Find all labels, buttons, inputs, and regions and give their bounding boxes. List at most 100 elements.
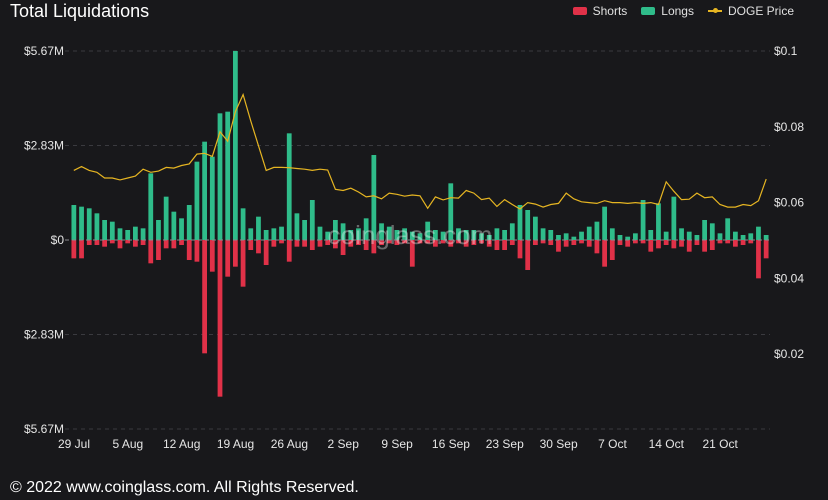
long-bar (209, 156, 215, 240)
short-bar (617, 240, 623, 245)
long-bar (440, 231, 446, 240)
long-bar (702, 220, 707, 240)
long-bar (86, 208, 92, 240)
short-bar (609, 240, 615, 260)
long-bar (509, 223, 515, 240)
short-bar (156, 240, 161, 260)
long-bar (156, 220, 161, 240)
short-bar (109, 240, 115, 244)
short-bar (371, 240, 377, 254)
short-bar (333, 240, 338, 249)
long-bar (348, 230, 354, 240)
long-bar (271, 228, 277, 240)
long-bar (717, 233, 723, 240)
x-tick-label: 2 Sep (328, 437, 360, 451)
long-bar (233, 51, 238, 240)
long-bar (648, 230, 654, 240)
price-line (73, 92, 767, 210)
x-tick-label: 19 Aug (217, 437, 254, 451)
short-bar (202, 240, 207, 354)
x-tick-label: 14 Oct (649, 437, 685, 451)
y-right-tick-label: $0.04 (774, 271, 804, 285)
long-bar (356, 228, 361, 240)
short-bar (209, 240, 215, 272)
long-bar (540, 228, 546, 240)
long-bar (140, 228, 146, 240)
long-bar (686, 231, 692, 240)
y-right-tick-label: $0.02 (774, 347, 804, 361)
short-bar (409, 240, 415, 267)
y-left-tick-label: $2.83M (24, 139, 64, 153)
long-bar (525, 210, 531, 240)
long-bar (317, 226, 323, 240)
short-bar (425, 240, 431, 244)
short-bar (648, 240, 654, 252)
long-bar (256, 216, 261, 240)
short-bar (556, 240, 561, 252)
short-bar (217, 240, 223, 397)
short-bar (286, 240, 292, 262)
y-right-tick-label: $0.1 (774, 44, 798, 58)
long-bar (133, 226, 138, 240)
short-bar (302, 240, 307, 247)
watermark: coinglass.com (328, 220, 493, 250)
short-bar (79, 240, 84, 259)
long-bar (456, 228, 461, 240)
x-tick-label: 23 Sep (486, 437, 524, 451)
long-bar (594, 221, 600, 240)
long-bar (640, 200, 646, 240)
short-bar (525, 240, 531, 270)
long-bar (263, 230, 269, 240)
long-bar (756, 226, 761, 240)
long-bar (448, 183, 454, 240)
long-bar (171, 211, 177, 240)
short-bar (102, 240, 107, 247)
long-bar (433, 230, 438, 240)
short-bar (240, 240, 246, 287)
long-bar (279, 226, 284, 240)
x-tick-label: 9 Sep (381, 437, 413, 451)
long-bar (625, 236, 631, 240)
short-bar (402, 240, 407, 244)
shorts-swatch (572, 7, 587, 15)
y-left-tick-label: $0 (51, 233, 65, 247)
long-bar (371, 155, 377, 240)
long-bar (602, 206, 607, 240)
short-bar (471, 240, 477, 245)
short-bar (317, 240, 323, 247)
short-bar (325, 240, 331, 245)
long-bar (463, 230, 469, 240)
y-left-tick-label: $5.67M (24, 44, 64, 58)
long-bar (579, 231, 584, 240)
short-bar (709, 240, 715, 250)
short-bar (117, 240, 123, 249)
y-right-tick-label: $0.08 (774, 120, 804, 134)
long-bar (733, 231, 738, 240)
short-bar (271, 240, 277, 247)
short-bar (163, 240, 169, 249)
short-bar (625, 240, 631, 247)
short-bar (448, 240, 454, 247)
long-bar (240, 208, 246, 240)
short-bar (379, 240, 384, 245)
long-bar (340, 223, 346, 240)
y-left-tick-label: $2.83M (24, 328, 64, 342)
legend-item-longs[interactable]: Longs (641, 4, 694, 18)
short-bar (440, 240, 446, 244)
long-bar (656, 203, 661, 240)
long-bar (294, 213, 300, 240)
price-swatch (707, 8, 722, 13)
short-bar (486, 240, 492, 247)
legend-item-price[interactable]: DOGE Price (707, 4, 794, 18)
x-tick-label: 21 Oct (702, 437, 738, 451)
short-bar (456, 240, 461, 244)
long-bar (763, 235, 769, 240)
short-bar (748, 240, 754, 244)
legend-item-shorts[interactable]: Shorts (572, 4, 627, 18)
long-bar (725, 218, 731, 240)
short-bar (140, 240, 146, 245)
short-bar (348, 240, 354, 247)
long-bar (71, 205, 77, 240)
short-bar (686, 240, 692, 252)
long-bar (633, 233, 638, 240)
